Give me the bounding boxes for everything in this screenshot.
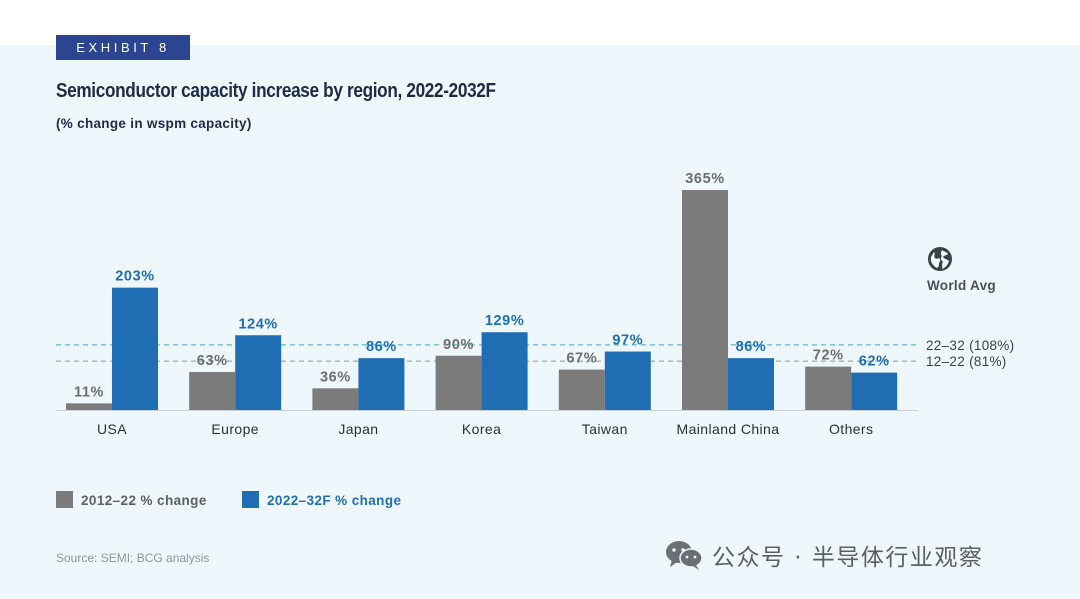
wechat-icon	[666, 541, 703, 570]
legend-swatch-0	[56, 491, 73, 508]
legend-label-0: 2012–22 % change	[81, 493, 207, 508]
x-tick-japan: Japan	[338, 421, 378, 437]
bar-korea-series-1	[481, 332, 528, 410]
legend-swatch-1	[242, 491, 259, 508]
watermark: 公众号 · 半导体行业观察	[664, 537, 983, 573]
data-label-japan-series-0: 36%	[320, 369, 351, 385]
bar-mainland-china-series-0	[682, 190, 728, 410]
bar-others-series-0	[805, 366, 852, 410]
reference-line-label-0: 22–32 (108%)	[926, 338, 1014, 353]
data-label-taiwan-series-1: 97%	[612, 333, 643, 349]
data-label-korea-series-0: 90%	[443, 337, 474, 353]
data-label-taiwan-series-0: 67%	[566, 351, 597, 367]
bar-others-series-1	[851, 372, 898, 410]
bar-europe-series-0	[189, 372, 236, 410]
data-label-europe-series-1: 124%	[238, 316, 278, 332]
data-label-mainland-china-series-0: 365%	[685, 171, 725, 187]
data-label-europe-series-0: 63%	[197, 353, 228, 369]
globe-icon	[928, 247, 952, 271]
x-tick-mainland-china: Mainland China	[677, 421, 780, 437]
bar-japan-series-0	[312, 388, 359, 410]
x-tick-europe: Europe	[211, 421, 259, 437]
x-tick-taiwan: Taiwan	[582, 421, 628, 437]
data-label-others-series-0: 72%	[813, 348, 844, 364]
bar-japan-series-1	[358, 358, 405, 410]
data-label-mainland-china-series-1: 86%	[736, 339, 767, 355]
exhibit-badge: EXHIBIT 8	[56, 35, 190, 60]
data-label-others-series-1: 62%	[859, 354, 890, 370]
bar-usa-series-1	[112, 287, 158, 410]
data-label-usa-series-0: 11%	[74, 384, 104, 400]
data-label-japan-series-1: 86%	[366, 339, 397, 355]
bar-mainland-china-series-1	[728, 358, 774, 410]
source-note: Source: SEMI; BCG analysis	[56, 551, 210, 565]
x-tick-others: Others	[829, 421, 873, 437]
chart-title: Semiconductor capacity increase by regio…	[56, 80, 496, 102]
bar-taiwan-series-0	[558, 369, 605, 410]
bar-taiwan-series-1	[604, 351, 651, 410]
watermark-text: 公众号 · 半导体行业观察	[712, 545, 984, 571]
x-tick-usa: USA	[97, 421, 127, 437]
reference-line-label-1: 12–22 (81%)	[926, 354, 1007, 369]
world-avg-label: World Avg	[927, 278, 996, 293]
data-label-korea-series-1: 129%	[485, 313, 525, 329]
x-tick-korea: Korea	[462, 421, 501, 437]
bar-usa-series-0	[66, 403, 112, 410]
legend-label-1: 2022–32F % change	[267, 493, 401, 508]
data-label-usa-series-1: 203%	[115, 269, 155, 285]
bar-europe-series-1	[235, 335, 282, 410]
chart-panel	[0, 45, 1080, 599]
chart-subtitle: (% change in wspm capacity)	[56, 116, 252, 131]
bar-korea-series-0	[435, 355, 482, 410]
